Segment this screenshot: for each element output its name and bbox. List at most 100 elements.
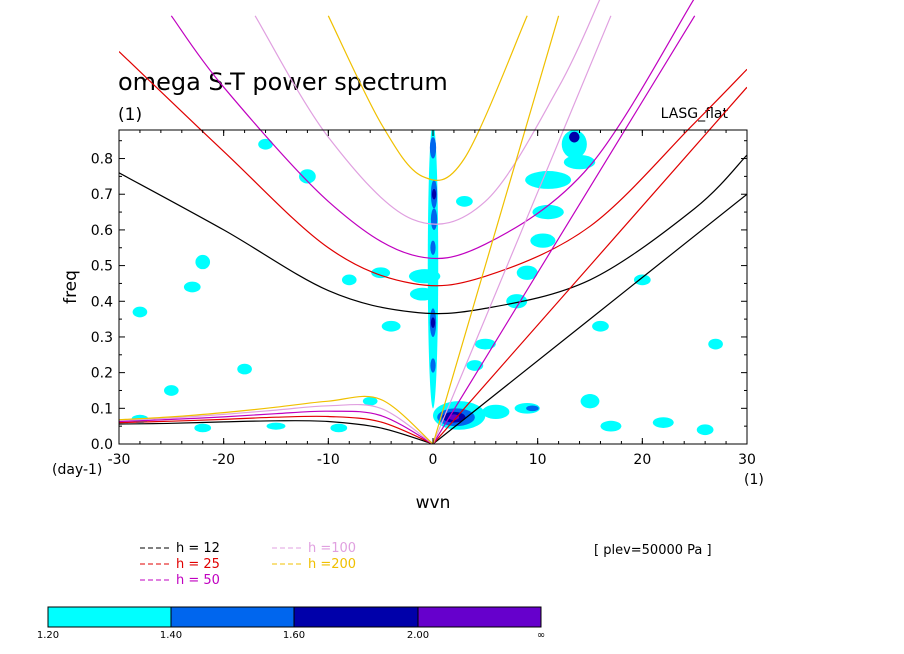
curve-rossby-0 xyxy=(119,420,434,444)
contour-region-7 xyxy=(430,240,436,255)
chart-title: omega S-T power spectrum xyxy=(118,68,448,96)
contour-region-48 xyxy=(708,338,723,350)
contour-region-33 xyxy=(381,320,401,332)
legend-label: h =100 xyxy=(308,541,356,556)
curve-kelvin-4 xyxy=(432,15,560,444)
contour-region-17 xyxy=(532,204,564,220)
y-tick-label: 0.1 xyxy=(91,401,113,417)
curve-kelvin-2 xyxy=(432,15,696,444)
colorbar-label: 1.60 xyxy=(283,630,305,641)
contour-region-39 xyxy=(600,420,622,432)
contour-region-5 xyxy=(430,317,436,329)
x-tick-label: -30 xyxy=(108,452,131,468)
contour-region-13 xyxy=(561,130,587,159)
contour-region-46 xyxy=(456,196,473,207)
y-tick-label: 0.0 xyxy=(91,437,113,453)
curve-kelvin-0 xyxy=(432,193,747,444)
colorbar-segment xyxy=(170,606,295,628)
contour-region-16 xyxy=(563,154,596,170)
contour-region-35 xyxy=(633,274,651,286)
x-unit-label: (1) xyxy=(744,472,764,488)
x-tick-label: 10 xyxy=(529,452,547,468)
plev-annotation: [ plev=50000 Pa ] xyxy=(594,543,712,558)
contour-region-50 xyxy=(164,385,179,396)
contour-region-44 xyxy=(362,396,378,406)
contour-region-47 xyxy=(592,320,609,332)
contour-region-25 xyxy=(408,269,441,284)
colorbar-segment xyxy=(47,606,172,628)
contour-region-36 xyxy=(652,417,674,428)
y-axis-label: freq xyxy=(61,270,81,304)
contour-region-37 xyxy=(580,394,600,409)
contour-field xyxy=(131,130,723,436)
colorbar-label: 1.20 xyxy=(37,630,59,641)
contour-region-29 xyxy=(132,306,148,318)
contour-region-3 xyxy=(431,188,437,200)
colorbar-segment xyxy=(293,606,419,628)
curve-ig-0 xyxy=(119,154,747,315)
y-tick-label: 0.4 xyxy=(91,294,113,310)
curve-kelvin-3 xyxy=(432,15,612,444)
contour-region-41 xyxy=(266,422,286,430)
y-axis: 0.0 0.1 0.2 0.3 0.4 0.5 0.6 0.7 0.8 xyxy=(91,140,747,453)
curve-ig-4 xyxy=(327,15,528,181)
contour-region-30 xyxy=(183,281,201,293)
x-tick-label: 20 xyxy=(633,452,651,468)
curve-rossby-4 xyxy=(119,395,434,444)
legend-label: h = 25 xyxy=(176,557,220,572)
x-axis: -30 -20 -10 0 10 20 30 xyxy=(108,130,756,468)
contour-region-28 xyxy=(195,254,211,270)
contour-region-24 xyxy=(526,405,539,412)
x-tick-label: 30 xyxy=(738,452,756,468)
curve-ig-2 xyxy=(170,0,695,260)
y-unit-label: (day-1) xyxy=(52,462,102,478)
colorbar: 1.20 1.40 1.60 2.00 ∞ xyxy=(37,606,545,641)
contour-region-27 xyxy=(371,267,391,279)
contour-region-22 xyxy=(482,404,510,420)
y-tick-label: 0.8 xyxy=(91,152,113,168)
curve-ig-3 xyxy=(254,0,601,225)
contour-region-34 xyxy=(341,274,357,286)
contour-region-40 xyxy=(194,423,212,433)
contour-region-26 xyxy=(409,287,436,301)
legend-label: h =200 xyxy=(308,557,356,572)
contour-region-38 xyxy=(696,424,714,436)
contour-region-12 xyxy=(448,414,460,421)
source-label: LASG_flat xyxy=(661,106,729,122)
title-group: omega S-T power spectrum (1) LASG_flat xyxy=(118,68,729,125)
curve-rossby-2 xyxy=(119,410,434,444)
contour-region-18 xyxy=(530,233,556,248)
x-axis-label: wvn xyxy=(416,493,451,513)
contour-region-49 xyxy=(237,363,252,375)
curve-rossby-1 xyxy=(119,415,434,444)
curve-ig-1 xyxy=(119,51,747,287)
colorbar-label: ∞ xyxy=(537,630,545,641)
y-tick-label: 0.5 xyxy=(91,259,113,275)
contour-region-32 xyxy=(258,138,273,150)
contour-region-15 xyxy=(525,171,572,189)
contour-region-21 xyxy=(474,338,496,350)
dispersion-curves xyxy=(119,0,747,444)
contour-region-19 xyxy=(516,265,538,280)
legend-label: h = 12 xyxy=(176,541,220,556)
contour-region-31 xyxy=(299,169,316,184)
y-tick-label: 0.2 xyxy=(91,366,113,382)
x-tick-label: -20 xyxy=(212,452,235,468)
curve-rossby-3 xyxy=(119,403,434,444)
contour-region-14 xyxy=(569,131,580,143)
colorbar-segment xyxy=(417,606,542,628)
x-tick-label: -10 xyxy=(317,452,340,468)
contour-region-8 xyxy=(430,358,436,373)
colorbar-label: 1.40 xyxy=(160,630,182,641)
curve-kelvin-1 xyxy=(432,86,747,444)
contour-region-42 xyxy=(330,423,348,433)
colorbar-label: 2.00 xyxy=(407,630,429,641)
contour-region-2 xyxy=(430,208,438,230)
y-tick-label: 0.3 xyxy=(91,330,113,346)
y-tick-label: 0.7 xyxy=(91,187,113,203)
legend-label: h = 50 xyxy=(176,573,220,588)
chart-subtitle: (1) xyxy=(118,105,142,125)
x-tick-label: 0 xyxy=(429,452,438,468)
